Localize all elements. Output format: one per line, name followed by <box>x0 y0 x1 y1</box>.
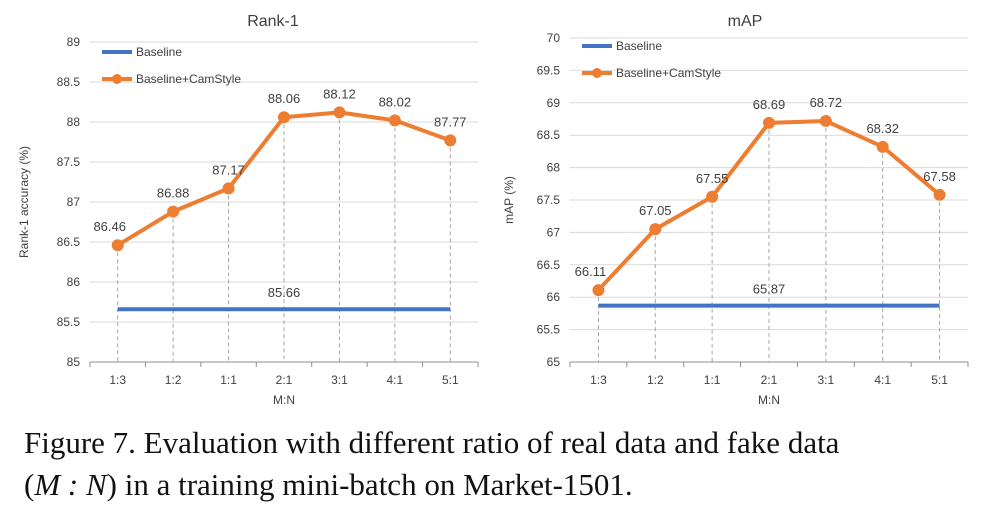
chart2-y-tick-label: 66 <box>547 290 561 304</box>
caption-line-1: Figure 7. Evaluation with different rati… <box>24 425 840 460</box>
chart1-y-axis-label: Rank-1 accuracy (%) <box>17 146 31 258</box>
chart1-x-tick-label: 3:1 <box>331 373 348 387</box>
chart2-y-tick-label: 66.5 <box>537 258 561 272</box>
chart1-camstyle-point <box>167 205 180 218</box>
chart2-camstyle-data-label: 66.11 <box>575 264 607 279</box>
chart1-baseline-data-label: 85.66 <box>268 285 301 300</box>
chart1-camstyle-data-label: 87.17 <box>212 162 245 177</box>
chart1-y-tick-label: 87.5 <box>57 155 81 169</box>
chart1-y-tick-label: 85 <box>67 355 81 369</box>
chart2-camstyle-data-label: 68.32 <box>866 121 899 136</box>
chart2-legend-baseline-label: Baseline <box>616 39 662 53</box>
chart2-y-tick-label: 69.5 <box>537 63 561 77</box>
chart2-camstyle-point <box>819 114 832 127</box>
chart1-camstyle-point <box>388 114 401 127</box>
chart1-legend-baseline-label: Baseline <box>136 45 182 59</box>
chart2-y-tick-label: 65.5 <box>537 323 561 337</box>
caption-math-ratio: M : N <box>34 467 107 502</box>
chart1-camstyle-data-label: 88.06 <box>268 91 301 106</box>
chart2-y-tick-label: 65 <box>547 355 561 369</box>
chart1-legend-camstyle-marker <box>112 74 122 84</box>
chart2-camstyle-point <box>933 188 946 201</box>
caption-rest: ) in a training mini-batch on Market-150… <box>106 467 633 502</box>
chart2-y-tick-label: 68 <box>547 161 561 175</box>
chart1-x-tick-label: 2:1 <box>276 373 293 387</box>
chart2-camstyle-data-label: 68.72 <box>810 95 843 110</box>
chart2-camstyle-data-label: 67.58 <box>923 169 956 184</box>
chart2-camstyle-point <box>592 284 605 297</box>
chart1-x-axis-label: M:N <box>273 393 295 407</box>
chart2-x-tick-label: 3:1 <box>818 373 835 387</box>
chart1-x-tick-label: 5:1 <box>442 373 459 387</box>
caption-line-2: (M : N) in a training mini-batch on Mark… <box>24 464 994 506</box>
chart2-baseline-data-label: 65.87 <box>753 282 786 297</box>
chart1-y-tick-label: 87 <box>67 195 81 209</box>
chart1-x-tick-label: 1:2 <box>165 373 182 387</box>
chart2-x-tick-label: 1:3 <box>590 373 607 387</box>
chart1-x-tick-label: 1:1 <box>220 373 237 387</box>
chart1-y-tick-label: 89 <box>67 35 81 49</box>
chart1-legend-camstyle-label: Baseline+CamStyle <box>136 72 241 86</box>
chart2-y-tick-label: 70 <box>547 31 561 45</box>
caption-open-paren: ( <box>24 467 35 502</box>
chart1-camstyle-point <box>444 134 457 147</box>
chart1-camstyle-point <box>111 239 124 252</box>
figure-caption: Figure 7. Evaluation with different rati… <box>24 422 994 506</box>
chart2-camstyle-point <box>649 223 662 236</box>
chart2-x-axis-label: M:N <box>758 393 780 407</box>
chart1-camstyle-point <box>278 111 290 124</box>
chart2-legend-camstyle-marker <box>592 68 602 78</box>
chart1-x-tick-label: 1:3 <box>109 373 126 387</box>
chart2-y-axis-label: mAP (%) <box>502 176 516 224</box>
chart1-y-tick-label: 85.5 <box>57 315 81 329</box>
chart2-x-tick-label: 2:1 <box>761 373 778 387</box>
chart1-y-tick-label: 86 <box>67 275 81 289</box>
chart2-legend-camstyle-label: Baseline+CamStyle <box>616 66 721 80</box>
chart2-camstyle-point <box>763 116 775 129</box>
chart2-x-tick-label: 5:1 <box>931 373 948 387</box>
chart1-camstyle-data-label: 88.12 <box>323 86 356 101</box>
chart2-title: mAP <box>728 13 763 30</box>
chart1-camstyle-point <box>222 182 235 195</box>
chart2-y-tick-label: 69 <box>547 96 561 110</box>
chart1-camstyle-data-label: 86.46 <box>93 219 126 234</box>
chart2-y-tick-label: 67.5 <box>537 193 561 207</box>
chart1-camstyle-point <box>333 106 346 119</box>
chart1-camstyle-data-label: 87.77 <box>434 114 467 129</box>
chart1-x-tick-label: 4:1 <box>387 373 404 387</box>
chart2-x-tick-label: 1:2 <box>647 373 664 387</box>
chart1-camstyle-data-label: 86.88 <box>157 186 190 201</box>
chart2-x-tick-label: 1:1 <box>704 373 721 387</box>
chart1-y-tick-label: 88.5 <box>57 75 81 89</box>
chart1-y-tick-label: 88 <box>67 115 81 129</box>
chart2-x-tick-label: 4:1 <box>874 373 891 387</box>
figure-charts: 85 85.5 86 86.5 87 87.5 88 88.5 89 1:3 1:2 1:1 2:1 3:… <box>17 13 969 407</box>
chart2-y-tick-label: 68.5 <box>537 128 561 142</box>
chart2-camstyle-point <box>706 190 719 203</box>
chart1-camstyle-data-label: 88.02 <box>379 94 412 109</box>
chart1-y-tick-label: 86.5 <box>57 235 81 249</box>
chart2-camstyle-point <box>876 140 889 153</box>
chart2-camstyle-data-label: 67.55 <box>696 171 729 186</box>
chart2-camstyle-data-label: 67.05 <box>639 203 672 218</box>
chart2-y-tick-label: 67 <box>547 225 561 239</box>
chart2-camstyle-data-label: 68.69 <box>753 97 786 112</box>
chart1-title: Rank-1 <box>247 13 299 30</box>
